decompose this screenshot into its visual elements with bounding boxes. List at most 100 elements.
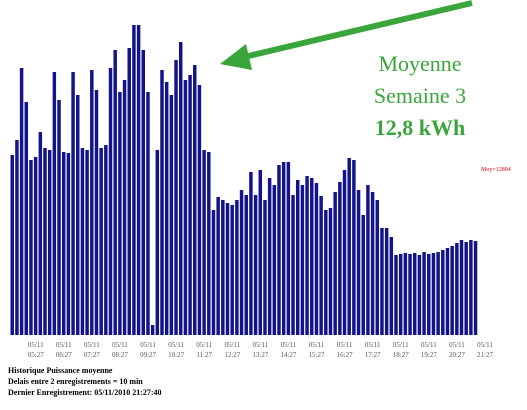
bar [347, 158, 351, 335]
bar [366, 185, 370, 335]
x-tick-label: 05/11 14:27 [280, 341, 297, 359]
bar [469, 240, 473, 335]
bar [412, 253, 417, 335]
bar [43, 148, 47, 335]
bar [202, 150, 206, 335]
bar [10, 155, 14, 335]
bar [127, 48, 131, 335]
bar [230, 205, 234, 335]
bar [455, 243, 459, 335]
bar [99, 148, 103, 335]
bar [132, 25, 136, 335]
bar [431, 253, 436, 335]
bar [183, 80, 188, 335]
bar [338, 182, 342, 335]
bar [427, 254, 431, 335]
bar [370, 192, 375, 335]
bar [122, 80, 127, 335]
bar [118, 92, 122, 335]
bar [319, 196, 323, 335]
bar [310, 178, 314, 335]
bar [286, 162, 291, 335]
bar [408, 254, 412, 335]
bar [314, 183, 319, 335]
bar [90, 70, 94, 335]
bar [239, 190, 244, 335]
x-tick-label: 05/11 08:27 [111, 341, 128, 359]
bar [295, 180, 300, 335]
bar [113, 50, 117, 335]
bar [300, 185, 305, 335]
annotation-line: Semaine 3 [373, 83, 467, 108]
x-tick-label: 05/11 20:27 [448, 341, 465, 359]
bar [193, 65, 197, 335]
x-tick-label: 05/11 19:27 [420, 341, 437, 359]
bar [52, 72, 57, 335]
x-tick-label: 05/11 12:27 [224, 341, 241, 359]
bar [94, 90, 99, 335]
footer-title: Historique Puissance moyenne [8, 366, 113, 375]
x-tick-label: 05/11 11:27 [196, 341, 213, 359]
bar [394, 255, 398, 335]
bar [76, 95, 80, 335]
x-tick-label: 05/11 15:27 [308, 341, 325, 359]
bar [450, 246, 454, 335]
bar [356, 190, 361, 335]
annotation-value: 12,8 kWh [374, 115, 466, 140]
bar [178, 42, 183, 335]
bar [441, 250, 445, 335]
bar [473, 241, 478, 335]
bar [61, 152, 66, 335]
bar [19, 68, 24, 335]
annotation-line: Moyenne [378, 51, 462, 76]
bar [235, 200, 239, 335]
bar [85, 150, 89, 335]
bar [225, 203, 230, 335]
bar [258, 170, 263, 335]
bar [436, 252, 440, 335]
x-tick-label: 05/11 09:27 [140, 341, 157, 359]
bar [47, 150, 52, 335]
bar [464, 242, 468, 335]
bar [57, 100, 61, 335]
bar [66, 153, 71, 335]
bar [277, 165, 281, 335]
bar [263, 200, 267, 335]
bar [136, 25, 141, 335]
x-tick-label: 05/11 21:27 [477, 341, 493, 359]
bar [174, 60, 178, 335]
bar [291, 195, 295, 335]
bar [207, 152, 211, 335]
bar [417, 255, 422, 335]
mean-label: Moy=12804 [481, 166, 511, 173]
bar [352, 160, 356, 335]
bar [155, 150, 160, 335]
bar [104, 145, 108, 335]
bar [164, 82, 169, 335]
bar [80, 148, 85, 335]
bar [361, 215, 365, 335]
x-tick-label: 05/11 13:27 [252, 341, 269, 359]
bar [141, 50, 146, 335]
bar [380, 228, 384, 335]
bar [398, 254, 403, 335]
bar [333, 192, 337, 335]
bar [211, 210, 216, 335]
bar [169, 95, 174, 335]
bar [342, 170, 347, 335]
bar [281, 162, 286, 335]
bar [71, 72, 75, 335]
bar [160, 70, 164, 335]
bar [324, 210, 328, 335]
arrow-shaft [239, 0, 473, 61]
bar [403, 253, 408, 335]
bar [272, 185, 277, 335]
bar [328, 208, 333, 335]
bar [249, 172, 253, 335]
footer-line: Dernier Enregistrement: 05/11/2010 21:27… [8, 388, 162, 397]
footer-line: Delais entre 2 enregistrements = 10 min [8, 377, 143, 386]
bar [197, 85, 202, 335]
bar [146, 92, 150, 335]
